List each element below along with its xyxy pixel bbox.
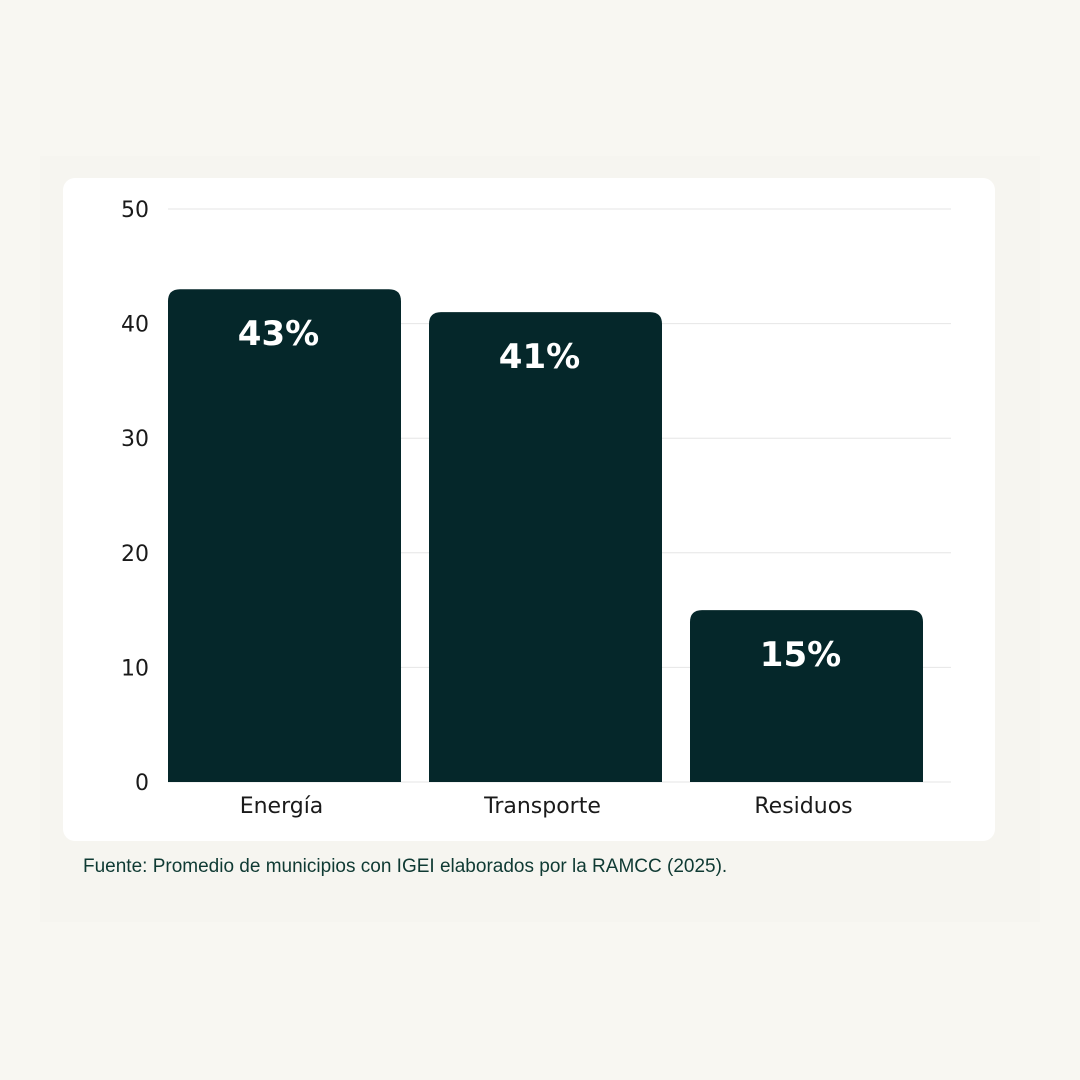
bar-chart: 0 10 20 30 40 50 43% Energía 41% Transporte 15% Res… bbox=[121, 198, 951, 819]
y-tick-label: 30 bbox=[121, 427, 149, 452]
bar bbox=[168, 289, 401, 782]
y-tick-label: 0 bbox=[135, 771, 149, 796]
source-note: Fuente: Promedio de municipios con IGEI … bbox=[83, 856, 728, 877]
data-label: 15% bbox=[760, 635, 841, 675]
x-tick-label: Energía bbox=[240, 794, 324, 819]
x-tick-label: Residuos bbox=[754, 794, 852, 819]
data-label: 41% bbox=[499, 337, 580, 377]
y-tick-label: 10 bbox=[121, 656, 149, 681]
y-tick-label: 50 bbox=[121, 198, 149, 223]
bar bbox=[690, 610, 923, 782]
x-tick-label: Transporte bbox=[483, 794, 601, 819]
data-label: 43% bbox=[238, 314, 319, 354]
bar bbox=[429, 312, 662, 782]
y-tick-label: 20 bbox=[121, 542, 149, 567]
y-tick-label: 40 bbox=[121, 313, 149, 338]
